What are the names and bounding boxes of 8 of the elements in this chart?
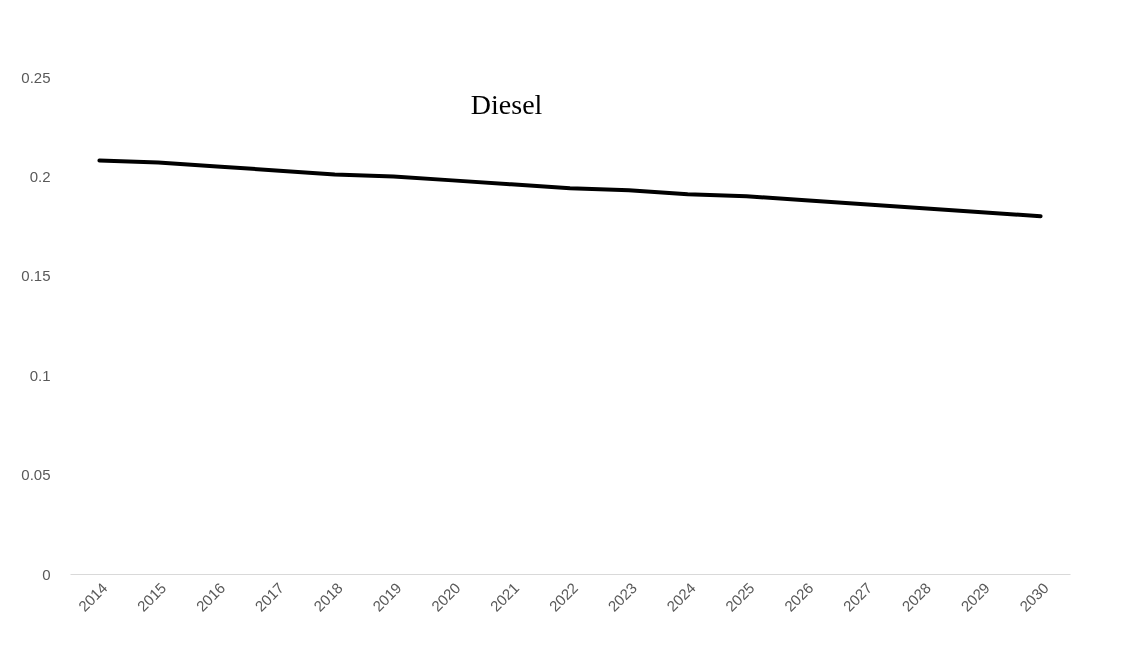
y-tick-label: 0.15 [21, 267, 51, 285]
y-tick-label: 0.1 [29, 366, 51, 384]
y-tick-label: 0 [42, 565, 51, 583]
chart-title: Diesel [470, 89, 543, 120]
y-tick-label: 0.25 [21, 68, 51, 86]
y-tick-label: 0.05 [21, 466, 51, 484]
y-tick-label: 0.2 [29, 167, 51, 185]
line-series [97, 158, 1043, 219]
